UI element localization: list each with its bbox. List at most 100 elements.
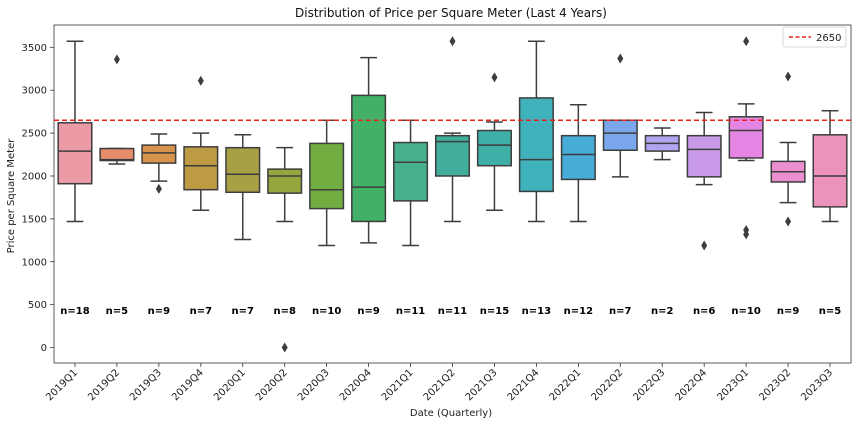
legend-frame: [782, 26, 847, 48]
x-tick-label-2021Q4: 2021Q4: [506, 367, 542, 403]
outlier-point: [743, 229, 750, 240]
x-tick-label-2020Q3: 2020Q3: [296, 367, 332, 403]
y-tick-label: 3500: [22, 43, 47, 54]
outlier-point: [449, 36, 456, 47]
iqr-box: [57, 122, 93, 185]
count-label-2020Q4: n=9: [357, 306, 379, 317]
count-label-2022Q2: n=7: [609, 306, 631, 317]
x-tick-label-2023Q1: 2023Q1: [715, 367, 751, 403]
iqr-box: [225, 146, 261, 194]
plot-area: n=18 n=5 n=9 n=7 n=7 n=8 n=10 n=9 n=11 n=11 n=15 n=…: [53, 24, 852, 364]
count-label-2022Q1: n=12: [564, 306, 593, 317]
iqr-box: [393, 141, 429, 202]
box-2019Q2: [99, 54, 135, 165]
x-tick-label-2019Q2: 2019Q2: [86, 367, 122, 403]
count-label-2020Q3: n=10: [312, 306, 341, 317]
count-label-2021Q2: n=11: [438, 306, 467, 317]
box-2023Q1: [728, 36, 764, 240]
count-label-2019Q4: n=7: [190, 306, 212, 317]
box-2019Q1: [57, 40, 93, 223]
box-2023Q2: [770, 71, 806, 227]
box-2020Q4: [351, 56, 387, 244]
x-tick-label-2019Q4: 2019Q4: [170, 367, 206, 403]
count-label-2023Q2: n=9: [777, 306, 799, 317]
count-label-2021Q1: n=11: [396, 306, 425, 317]
count-label-2019Q2: n=5: [106, 306, 128, 317]
y-tick-label: 1000: [22, 257, 47, 268]
outlier-point: [491, 72, 498, 83]
iqr-box: [141, 144, 177, 164]
iqr-box: [560, 134, 596, 181]
box-2021Q1: [393, 119, 429, 247]
count-label-2020Q2: n=8: [273, 306, 295, 317]
x-axis: 2019Q1 2019Q2 2019Q3 2019Q4 2020Q1 2020Q2 2020…: [44, 363, 835, 403]
count-label-2019Q1: n=18: [60, 306, 89, 317]
box-2020Q1: [225, 134, 261, 241]
box-2020Q3: [309, 119, 345, 247]
iqr-box: [99, 147, 135, 162]
x-tick-label-2021Q1: 2021Q1: [380, 367, 416, 403]
outlier-point: [617, 53, 624, 64]
x-tick-label-2022Q2: 2022Q2: [590, 367, 626, 403]
box-2019Q4: [183, 75, 219, 212]
outlier-point: [155, 183, 162, 194]
legend-entry-label: 2650: [816, 33, 841, 44]
x-tick-label-2023Q2: 2023Q2: [757, 367, 793, 403]
box-2022Q1: [560, 104, 596, 223]
y-axis: 0 500 1000 1500 2000 2500 3000 3500: [22, 43, 54, 354]
x-tick-label-2023Q3: 2023Q3: [799, 367, 835, 403]
iqr-box: [267, 168, 303, 194]
iqr-box: [812, 134, 848, 208]
x-tick-label-2020Q1: 2020Q1: [212, 367, 248, 403]
iqr-box: [183, 146, 219, 191]
count-label-2023Q3: n=5: [819, 306, 841, 317]
x-tick-label-2020Q4: 2020Q4: [338, 367, 374, 403]
box-2020Q2: [267, 146, 303, 353]
iqr-box: [309, 142, 345, 210]
x-tick-label-2019Q1: 2019Q1: [44, 367, 80, 403]
box-2021Q2: [434, 36, 471, 223]
box-2019Q3: [141, 133, 177, 194]
outlier-point: [743, 36, 750, 47]
x-tick-label-2022Q3: 2022Q3: [632, 367, 668, 403]
box-2022Q3: [644, 127, 680, 161]
x-tick-label-2022Q4: 2022Q4: [673, 367, 709, 403]
y-tick-label: 1500: [22, 214, 47, 225]
iqr-box: [602, 119, 638, 151]
x-tick-label-2021Q2: 2021Q2: [422, 367, 458, 403]
count-label-2020Q1: n=7: [232, 306, 254, 317]
y-tick-label: 2000: [22, 171, 47, 182]
iqr-box: [728, 116, 764, 159]
count-label-2021Q4: n=13: [522, 306, 551, 317]
outlier-point: [701, 240, 708, 251]
iqr-box: [518, 97, 554, 193]
box-2021Q3: [476, 72, 512, 212]
count-label-2022Q4: n=6: [693, 306, 715, 317]
x-axis-label: Date (Quarterly): [410, 408, 492, 419]
iqr-box: [351, 94, 387, 223]
outlier-point: [113, 54, 120, 65]
outlier-point: [281, 342, 288, 353]
y-axis-label: Price per Square Meter: [6, 138, 17, 254]
chart-title: Distribution of Price per Square Meter (…: [295, 6, 607, 20]
iqr-box: [686, 134, 722, 178]
count-label-2021Q3: n=15: [480, 306, 509, 317]
x-tick-label-2021Q3: 2021Q3: [464, 367, 500, 403]
box-2022Q4: [686, 111, 722, 251]
iqr-box: [476, 129, 512, 167]
y-tick-label: 2500: [22, 129, 47, 140]
x-tick-label-2019Q3: 2019Q3: [128, 367, 164, 403]
y-tick-label: 0: [41, 343, 47, 354]
outlier-point: [785, 71, 792, 82]
box-2022Q2: [602, 53, 638, 178]
x-tick-label-2020Q2: 2020Q2: [254, 367, 290, 403]
box-2023Q3: [812, 110, 848, 223]
count-label-2019Q3: n=9: [148, 306, 170, 317]
x-tick-label-2022Q1: 2022Q1: [548, 367, 584, 403]
y-tick-label: 3000: [22, 86, 47, 97]
outlier-point: [197, 75, 204, 86]
legend: 2650: [782, 26, 847, 48]
box-2021Q4: [518, 40, 554, 223]
count-label-2022Q3: n=2: [651, 306, 673, 317]
